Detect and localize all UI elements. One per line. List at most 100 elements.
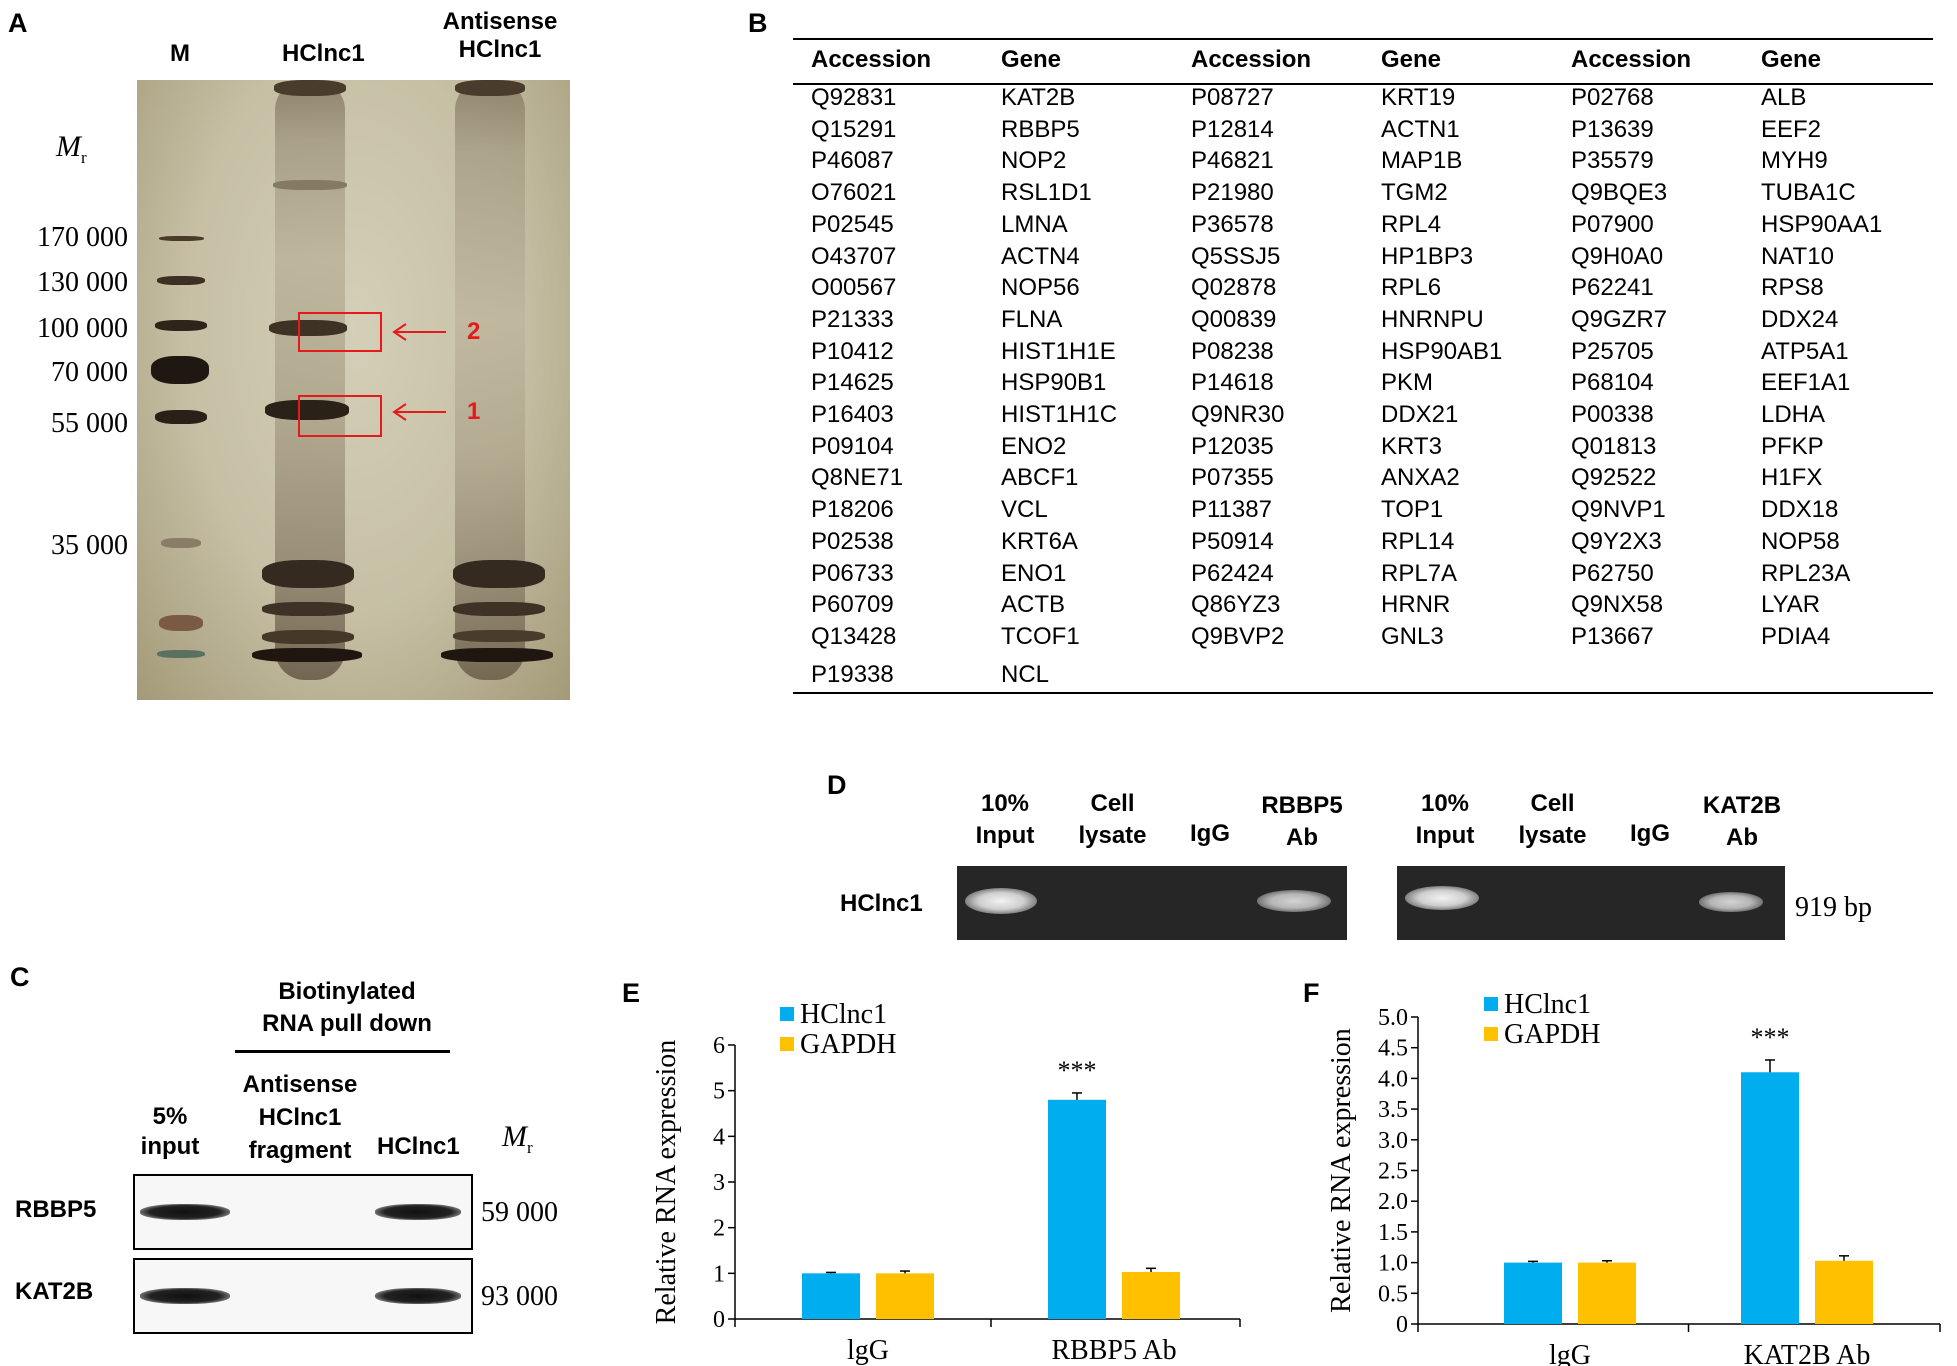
table-bottom-rule <box>793 692 1933 694</box>
bracket-title-line2: RNA pull down <box>262 1010 432 1037</box>
gel-band <box>455 80 525 96</box>
gel-band <box>252 648 362 662</box>
table-cell-accession: P08238 <box>1191 337 1274 365</box>
table-cell-gene: RPL6 <box>1381 274 1442 302</box>
table-header-accession: Accession <box>811 46 932 73</box>
table-cell-accession: P19338 <box>811 660 894 688</box>
arrow-head-icon-1 <box>392 403 407 421</box>
table-cell-gene: GNL3 <box>1381 622 1444 650</box>
pcr-band <box>1257 890 1331 912</box>
marker-130000: 130 000 <box>37 267 128 298</box>
table-cell-accession: Q92522 <box>1571 464 1657 492</box>
table-cell-accession: Q9GZR7 <box>1571 305 1668 333</box>
table-cell-accession: P09104 <box>811 432 894 460</box>
gel-band <box>273 180 347 190</box>
y-tick-label: 4 <box>713 1124 725 1150</box>
table-cell-accession: Q15291 <box>811 115 897 143</box>
table-cell-gene: TCOF1 <box>1001 622 1080 650</box>
gel-band <box>262 560 354 588</box>
row-label-kat2b: KAT2B <box>15 1278 94 1305</box>
legend-label: GAPDH <box>800 1029 896 1060</box>
y-tick-label: 1 <box>713 1261 725 1287</box>
table-cell-gene: HRNR <box>1381 591 1451 619</box>
table-cell-accession: P14618 <box>1191 369 1274 397</box>
d-right-lane-input: 10% Input <box>1400 788 1490 852</box>
table-cell-accession: P46821 <box>1191 147 1274 175</box>
table-cell-gene: MYH9 <box>1761 147 1828 175</box>
highlight-box-2 <box>298 312 382 352</box>
mr-label-c-sub: r <box>527 1138 533 1157</box>
table-cell-accession: Q00839 <box>1191 305 1277 333</box>
bracket-title-line1: Biotinylated <box>278 978 416 1005</box>
arrow-icons <box>392 323 446 421</box>
table-cell-gene: PDIA4 <box>1761 622 1831 650</box>
bar-gapdh <box>1815 1260 1873 1324</box>
mr-label-a-sub: r <box>81 148 87 167</box>
marker-band <box>155 320 207 331</box>
table-cell-accession: Q9NVP1 <box>1571 496 1666 524</box>
d-right-lane-lysate: Cell lysate <box>1505 788 1600 852</box>
gel-band <box>453 630 545 642</box>
table-cell-gene: TOP1 <box>1381 496 1444 524</box>
d-left-lane-input-line1: 10% <box>980 790 1030 817</box>
y-tick-label: 0 <box>1396 1312 1408 1338</box>
panel-a-letter: A <box>8 8 28 38</box>
table-cell-accession: P02538 <box>811 527 894 555</box>
bracket-title: Biotinylated RNA pull down <box>212 976 482 1040</box>
table-cell-gene: HSP90B1 <box>1001 369 1107 397</box>
d-right-lane-lysate-line1: Cell <box>1530 790 1575 817</box>
table-cell-gene: HIST1H1C <box>1001 401 1118 428</box>
table-cell-gene: DDX18 <box>1761 496 1839 524</box>
marker-band <box>159 615 203 631</box>
x-tick-label: lgG <box>847 1335 889 1366</box>
lane-label-input: 5% input <box>130 1102 210 1162</box>
rt-pcr-gel-left <box>957 866 1347 940</box>
gel-band <box>453 602 545 616</box>
table-cell-gene: PKM <box>1381 369 1434 397</box>
blot-band <box>375 1204 461 1220</box>
bracket-line <box>235 1050 450 1053</box>
pcr-band <box>1405 886 1479 910</box>
y-axis-label: Relative RNA expression <box>1326 1028 1357 1313</box>
chart-f: Relative RNA expression 0 0.5 1.0 1.5 2.0 2.5 3… <box>1326 989 1941 1366</box>
table-cell-gene: EEF1A1 <box>1761 369 1851 397</box>
table-cell-accession: P35579 <box>1571 147 1654 175</box>
table-cell-accession: P07900 <box>1571 210 1654 238</box>
gel-band-2 <box>269 320 347 336</box>
table-cell-accession: Q9Y2X3 <box>1571 527 1662 555</box>
panel-f-letter: F <box>1303 978 1320 1008</box>
y-tick-label: 5 <box>713 1079 725 1105</box>
gel-band <box>274 80 346 96</box>
table-cell-gene: NOP56 <box>1001 274 1080 302</box>
lane-label-input-line1: 5% <box>152 1103 188 1130</box>
lane-label-antisense-fragment-line3: fragment <box>248 1137 352 1164</box>
table-cell-accession: Q8NE71 <box>811 464 904 492</box>
table-cell-gene: LDHA <box>1761 401 1826 428</box>
table-cell-gene: TUBA1C <box>1761 179 1856 207</box>
marker-band <box>159 236 204 241</box>
table-cell-accession: P36578 <box>1191 210 1274 238</box>
x-tick-label: KAT2B Ab <box>1744 1340 1871 1366</box>
table-cell-accession: O43707 <box>811 242 897 270</box>
silver-stain-gel <box>137 80 570 700</box>
highlight-label-2: 2 <box>467 318 481 345</box>
panel-c-letter: C <box>10 962 30 992</box>
bar-hclnc1 <box>802 1273 860 1319</box>
mr-label-c-main: M <box>502 1120 527 1153</box>
gel-band <box>453 560 545 588</box>
arrow-head-icon-2 <box>392 323 407 341</box>
table-cell-accession: Q01813 <box>1571 432 1657 460</box>
lane-label-input-line2: input <box>140 1133 200 1160</box>
d-left-lane-ab: RBBP5 Ab <box>1252 790 1352 854</box>
marker-170000: 170 000 <box>37 222 128 253</box>
d-left-lane-lysate: Cell lysate <box>1065 788 1160 852</box>
gel-band <box>262 630 354 644</box>
table-cell-gene: RPL23A <box>1761 559 1851 587</box>
y-tick-label: 1.0 <box>1378 1251 1408 1277</box>
panel-e-letter: E <box>622 978 641 1008</box>
significance-annotation: *** <box>1751 1023 1790 1052</box>
western-blot-rbbp5 <box>133 1174 473 1250</box>
table-cell-accession: P62750 <box>1571 559 1654 587</box>
highlight-box-1 <box>298 395 382 437</box>
d-right-lane-ab: KAT2B Ab <box>1692 790 1792 854</box>
